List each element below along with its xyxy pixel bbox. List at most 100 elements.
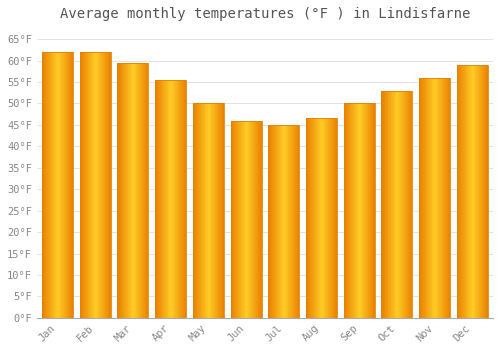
Bar: [172, 80, 173, 318]
Bar: [427, 78, 428, 318]
Bar: [457, 65, 488, 318]
Bar: [434, 78, 436, 318]
Bar: [332, 118, 333, 318]
Bar: [67, 52, 68, 318]
Bar: [437, 78, 438, 318]
Bar: [402, 91, 403, 318]
Bar: [369, 104, 370, 318]
Bar: [306, 118, 337, 318]
Bar: [56, 52, 57, 318]
Bar: [62, 52, 63, 318]
Bar: [182, 80, 183, 318]
Bar: [126, 63, 127, 318]
Bar: [124, 63, 126, 318]
Bar: [176, 80, 177, 318]
Bar: [142, 63, 143, 318]
Bar: [290, 125, 292, 318]
Bar: [66, 52, 67, 318]
Bar: [486, 65, 487, 318]
Bar: [422, 78, 423, 318]
Bar: [481, 65, 482, 318]
Bar: [237, 121, 238, 318]
Bar: [212, 104, 213, 318]
Bar: [118, 63, 148, 318]
Bar: [284, 125, 286, 318]
Bar: [487, 65, 488, 318]
Bar: [159, 80, 160, 318]
Bar: [331, 118, 332, 318]
Bar: [200, 104, 202, 318]
Bar: [210, 104, 212, 318]
Bar: [389, 91, 390, 318]
Bar: [388, 91, 389, 318]
Bar: [287, 125, 288, 318]
Bar: [430, 78, 432, 318]
Bar: [213, 104, 214, 318]
Bar: [144, 63, 146, 318]
Bar: [127, 63, 128, 318]
Bar: [60, 52, 62, 318]
Bar: [206, 104, 207, 318]
Bar: [483, 65, 484, 318]
Bar: [408, 91, 410, 318]
Bar: [480, 65, 481, 318]
Bar: [276, 125, 277, 318]
Bar: [108, 52, 109, 318]
Bar: [296, 125, 297, 318]
Bar: [430, 78, 431, 318]
Bar: [209, 104, 210, 318]
Bar: [58, 52, 59, 318]
Bar: [247, 121, 248, 318]
Bar: [119, 63, 120, 318]
Bar: [167, 80, 168, 318]
Bar: [274, 125, 276, 318]
Bar: [398, 91, 400, 318]
Bar: [423, 78, 424, 318]
Bar: [162, 80, 163, 318]
Bar: [344, 104, 374, 318]
Bar: [390, 91, 391, 318]
Bar: [419, 78, 450, 318]
Bar: [393, 91, 394, 318]
Bar: [390, 91, 392, 318]
Title: Average monthly temperatures (°F ) in Lindisfarne: Average monthly temperatures (°F ) in Li…: [60, 7, 470, 21]
Bar: [459, 65, 460, 318]
Bar: [443, 78, 444, 318]
Bar: [444, 78, 446, 318]
Bar: [218, 104, 220, 318]
Bar: [174, 80, 176, 318]
Bar: [318, 118, 319, 318]
Bar: [280, 125, 281, 318]
Bar: [118, 63, 119, 318]
Bar: [356, 104, 357, 318]
Bar: [323, 118, 324, 318]
Bar: [433, 78, 434, 318]
Bar: [400, 91, 401, 318]
Bar: [272, 125, 273, 318]
Bar: [349, 104, 350, 318]
Bar: [89, 52, 90, 318]
Bar: [350, 104, 352, 318]
Bar: [80, 52, 110, 318]
Bar: [387, 91, 388, 318]
Bar: [220, 104, 222, 318]
Bar: [234, 121, 236, 318]
Bar: [197, 104, 198, 318]
Bar: [158, 80, 159, 318]
Bar: [194, 104, 196, 318]
Bar: [467, 65, 468, 318]
Bar: [477, 65, 478, 318]
Bar: [250, 121, 252, 318]
Bar: [170, 80, 172, 318]
Bar: [320, 118, 321, 318]
Bar: [86, 52, 87, 318]
Bar: [348, 104, 349, 318]
Bar: [257, 121, 258, 318]
Bar: [396, 91, 397, 318]
Bar: [297, 125, 298, 318]
Bar: [42, 52, 43, 318]
Bar: [222, 104, 223, 318]
Bar: [134, 63, 136, 318]
Bar: [384, 91, 386, 318]
Bar: [107, 52, 108, 318]
